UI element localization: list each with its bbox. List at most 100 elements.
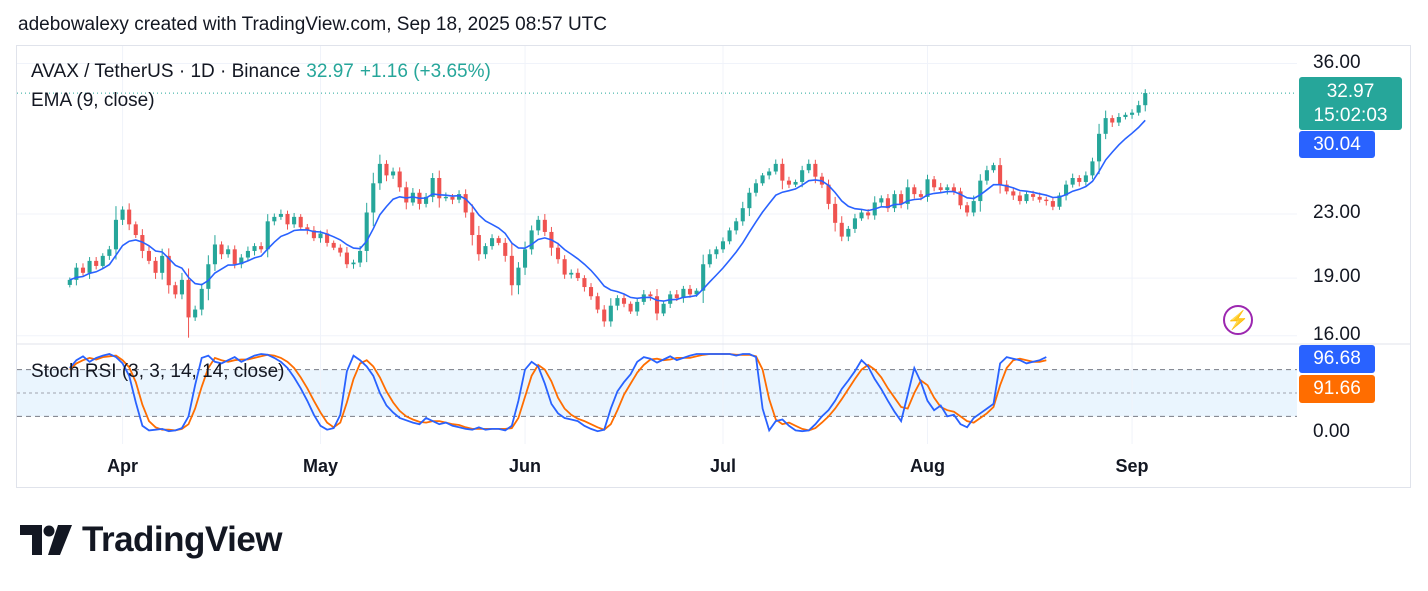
- candle-body: [1083, 175, 1088, 182]
- candle-body: [588, 287, 594, 297]
- candle-body: [826, 184, 831, 204]
- candle-body: [212, 244, 217, 265]
- candle-body: [575, 272, 580, 279]
- candle-body: [100, 255, 105, 266]
- candle-body: [965, 205, 970, 213]
- candle-body: [397, 171, 402, 188]
- candle-body: [173, 285, 178, 295]
- time-tick-label: Jul: [709, 456, 736, 476]
- price-change-value: +1.16 (+3.65%): [359, 61, 491, 82]
- time-tick-label: Aug: [910, 456, 945, 476]
- candle-body: [945, 187, 950, 191]
- candle-body: [245, 250, 250, 258]
- candle-body: [635, 301, 640, 312]
- candle-body: [1044, 199, 1049, 202]
- candle-body: [193, 309, 198, 318]
- stoch-rsi-d-line: [69, 353, 1047, 432]
- candle-body: [767, 171, 772, 176]
- candle-body: [793, 181, 798, 185]
- candle-body: [272, 216, 277, 222]
- candle-body: [628, 303, 633, 312]
- stoch-tick-label: 0.00: [1313, 421, 1350, 442]
- candle-body: [780, 163, 785, 181]
- candle-body: [351, 262, 356, 265]
- candle-body: [259, 246, 264, 250]
- candle-body: [885, 198, 890, 209]
- candle-body: [476, 235, 481, 255]
- candle-body: [562, 259, 567, 275]
- candle-body: [377, 163, 382, 184]
- stoch-rsi-legend[interactable]: Stoch RSI (3, 3, 14, 14, close): [31, 361, 285, 382]
- candle-body: [707, 254, 712, 265]
- lightning-bolt-icon[interactable]: ⚡: [1223, 305, 1253, 335]
- candle-body: [463, 194, 468, 213]
- candle-body: [569, 272, 574, 275]
- candle-body: [1090, 161, 1095, 176]
- candle-body: [298, 216, 303, 228]
- candle-body: [536, 219, 541, 231]
- time-tick-label: Apr: [107, 456, 139, 476]
- candlesticks: [67, 89, 1148, 338]
- candle-body: [470, 212, 475, 236]
- candle-body: [714, 249, 719, 255]
- stoch-k-badge: 96.68: [1299, 345, 1375, 373]
- candle-body: [1130, 112, 1135, 115]
- symbol-legend[interactable]: AVAX / TetherUS · 1D · Binance 32.97 +1.16…: [31, 61, 491, 83]
- candle-body: [833, 203, 838, 223]
- candle-body: [978, 180, 983, 202]
- candle-body: [1097, 133, 1102, 162]
- chart-frame[interactable]: [16, 45, 1411, 488]
- candle-body: [555, 247, 561, 260]
- time-tick-label: Sep: [1115, 456, 1149, 476]
- candle-body: [153, 260, 158, 273]
- candle-body: [338, 247, 343, 253]
- candle-body: [490, 238, 495, 247]
- candle-body: [292, 216, 297, 225]
- attribution-text: adebowalexy created with TradingView.com…: [18, 14, 607, 35]
- ema-legend[interactable]: EMA (9, close): [31, 90, 155, 111]
- candle-body: [859, 212, 864, 219]
- candle-body: [358, 250, 363, 263]
- candle-body: [958, 191, 963, 206]
- candle-body: [371, 183, 376, 213]
- candle-body: [1050, 201, 1055, 207]
- candle-body: [127, 209, 132, 225]
- candle-body: [67, 279, 72, 285]
- candle-body: [734, 221, 739, 231]
- candle-body: [120, 209, 125, 220]
- candle-body: [1057, 195, 1062, 207]
- candle-body: [113, 219, 119, 250]
- last-price-badge-value: 32.97: [1326, 81, 1375, 102]
- candle-body: [1103, 118, 1108, 134]
- candle-body: [146, 250, 152, 261]
- candle-body: [1004, 184, 1009, 192]
- price-tick-label: 19.00: [1313, 266, 1361, 288]
- candle-body: [971, 201, 976, 213]
- time-tick-label: May: [302, 456, 339, 476]
- candle-body: [219, 244, 224, 255]
- candle-body: [437, 177, 442, 199]
- tradingview-logo[interactable]: TradingView: [20, 520, 283, 560]
- candle-body: [925, 179, 930, 197]
- candle-body: [740, 208, 745, 222]
- candle-body: [133, 224, 138, 236]
- candle-body: [278, 213, 283, 217]
- candle-body: [226, 249, 231, 255]
- candle-body: [951, 187, 956, 192]
- tradingview-wordmark: TradingView: [82, 520, 283, 559]
- candle-body: [984, 170, 989, 181]
- candle-body: [483, 246, 488, 255]
- stoch-d-badge: 91.66: [1299, 375, 1375, 403]
- candle-body: [1110, 118, 1115, 123]
- candle-body: [404, 187, 409, 203]
- candle-body: [199, 288, 204, 310]
- candle-body: [681, 288, 686, 299]
- candle-body: [661, 303, 666, 314]
- candle-body: [786, 180, 792, 185]
- candle-body: [773, 163, 778, 172]
- candle-body: [285, 213, 290, 225]
- tradingview-logo-icon: [20, 525, 72, 555]
- candle-body: [674, 294, 679, 299]
- candle-body: [866, 212, 871, 216]
